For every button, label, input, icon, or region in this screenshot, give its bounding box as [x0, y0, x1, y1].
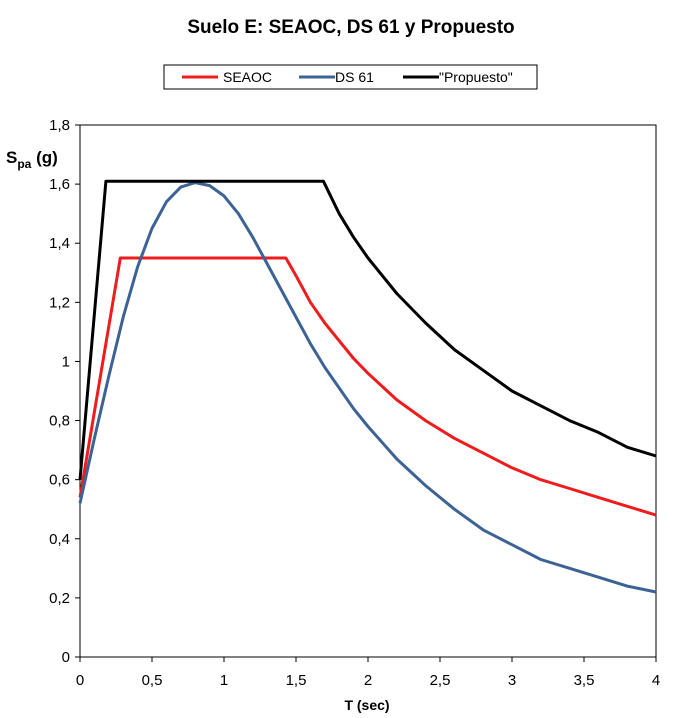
- x-axis-label: T (sec): [344, 697, 389, 713]
- x-tick-label: 3,5: [574, 672, 595, 689]
- x-tick-label: 1,5: [286, 672, 307, 689]
- y-tick-label: 0,6: [49, 472, 70, 489]
- x-tick-label: 0: [76, 672, 84, 689]
- legend-label-1: DS 61: [335, 69, 374, 85]
- x-tick-label: 3: [508, 672, 516, 689]
- y-tick-label: 1,8: [49, 117, 70, 134]
- series-line-1: [78, 181, 657, 594]
- y-tick-label: 0,8: [49, 413, 70, 430]
- x-tick-label: 2,5: [430, 672, 451, 689]
- legend-box: [163, 64, 538, 90]
- axis-ticks: 0 0,2 0,4 0,6 0,8 1 1,2 1,4 1,6 1,8 0 0,5 1 1,5 2 2,5 3 3…: [49, 117, 660, 689]
- series-line-0: [78, 256, 657, 517]
- series-lines: [78, 179, 657, 594]
- y-tick-label: 1,4: [49, 235, 70, 252]
- y-tick-label: 0: [62, 649, 70, 666]
- series-line-2: [78, 179, 657, 480]
- x-tick-label: 1: [220, 672, 228, 689]
- legend: SEAOC DS 61 "Propuesto": [163, 64, 538, 90]
- y-tick-label: 1: [62, 353, 70, 370]
- y-tick-label: 1,2: [49, 294, 70, 311]
- chart-title: Suelo E: SEAOC, DS 61 y Propuesto: [187, 17, 514, 38]
- x-tick-label: 0,5: [142, 672, 163, 689]
- x-tick-label: 2: [364, 672, 372, 689]
- y-tick-label: 1,6: [49, 176, 70, 193]
- y-tick-label: 0,4: [49, 531, 70, 548]
- legend-label-2: "Propuesto": [439, 69, 513, 85]
- y-tick-label: 0,2: [49, 590, 70, 607]
- legend-label-0: SEAOC: [223, 69, 272, 85]
- y-axis-label: Spa (g): [6, 148, 58, 171]
- x-tick-label: 4: [652, 672, 660, 689]
